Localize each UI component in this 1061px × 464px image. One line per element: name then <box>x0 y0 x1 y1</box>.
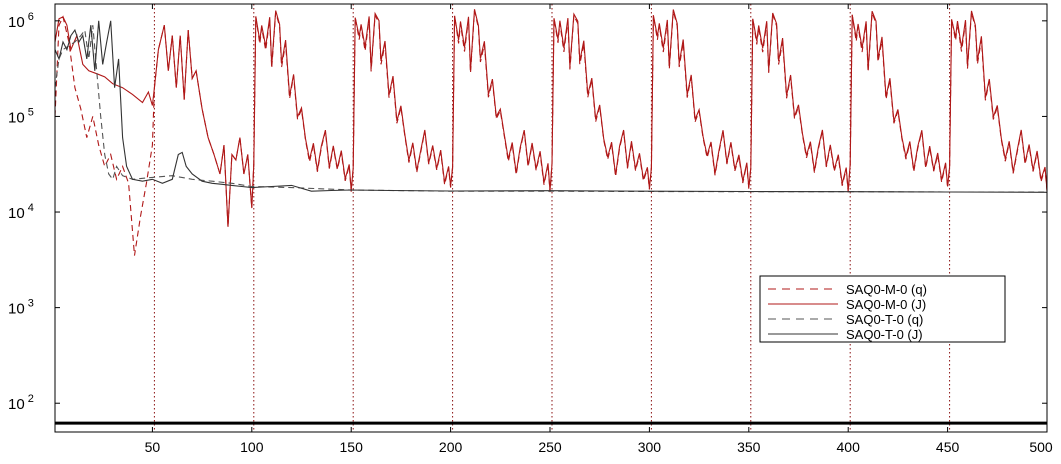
series-line-4 <box>54 20 1048 193</box>
x-tick-label-50: 50 <box>145 439 161 455</box>
legend-label-3: SAQ0-T-0 (q) <box>846 312 923 327</box>
x-tick-label-400: 400 <box>837 439 861 455</box>
y-tick-label-1000: 10 3 <box>8 298 34 318</box>
legend-label-1: SAQ0-M-0 (q) <box>846 282 927 297</box>
y-tick-label-100000: 10 5 <box>8 106 34 126</box>
x-tick-label-100: 100 <box>240 439 264 455</box>
x-tick-label-300: 300 <box>638 439 662 455</box>
legend-entries: SAQ0-M-0 (q)SAQ0-M-0 (J)SAQ0-T-0 (q)SAQ0… <box>768 282 927 342</box>
series-line-2 <box>54 9 1048 227</box>
x-tick-label-200: 200 <box>439 439 463 455</box>
y-tick-label-1000000: 10 6 <box>8 11 34 31</box>
legend-label-4: SAQ0-T-0 (J) <box>846 327 923 342</box>
legend-box <box>759 275 1006 343</box>
x-tick-label-150: 150 <box>340 439 364 455</box>
legend: SAQ0-M-0 (q)SAQ0-M-0 (J)SAQ0-T-0 (q)SAQ0… <box>759 275 1006 343</box>
series-lines <box>54 9 1048 256</box>
vertical-markers <box>153 4 951 432</box>
x-axis-ticks: 50 100 150 200 250 300 350 400 450 500 <box>145 4 1053 455</box>
x-tick-label-450: 450 <box>936 439 960 455</box>
x-tick-label-250: 250 <box>538 439 562 455</box>
x-tick-label-350: 350 <box>737 439 761 455</box>
legend-label-2: SAQ0-M-0 (J) <box>846 297 926 312</box>
y-tick-label-100: 10 2 <box>8 393 34 413</box>
x-tick-label-500: 500 <box>1029 439 1053 455</box>
y-tick-label-10000: 10 4 <box>8 202 34 222</box>
plot-frame <box>54 3 1048 433</box>
